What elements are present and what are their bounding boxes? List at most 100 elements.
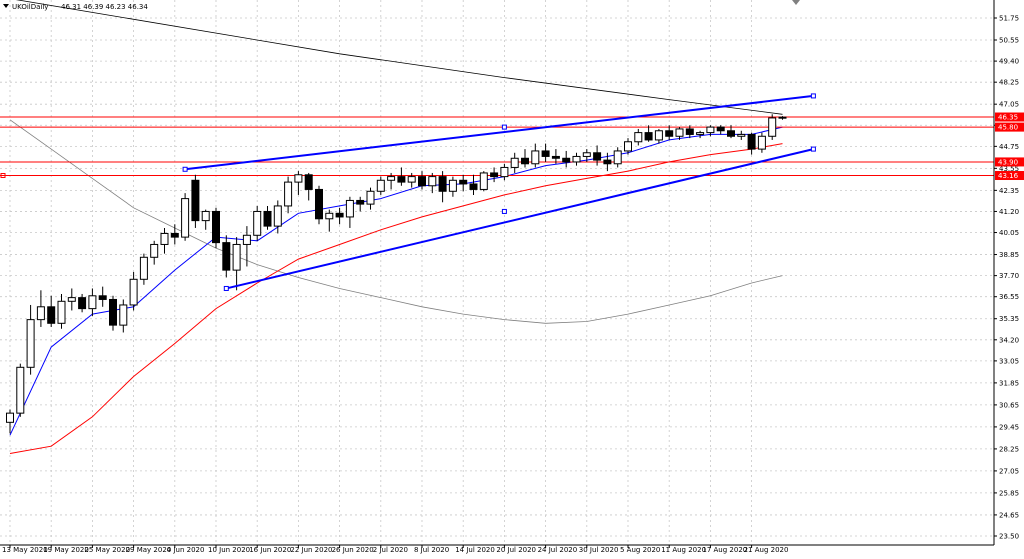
bull-candle — [510, 157, 519, 168]
ma-long-line — [15, 0, 783, 115]
price-badge — [995, 122, 1024, 132]
bull-candle — [613, 150, 622, 165]
bull-candle — [737, 133, 746, 137]
bull-candle — [654, 130, 663, 141]
bull-candle — [26, 319, 35, 368]
time-tick-label: 2 Jul 2020 — [373, 546, 408, 554]
price-axis-labels: 51.7550.5549.4048.2547.0545.9044.7543.55… — [994, 15, 1019, 541]
bull-candle — [407, 176, 416, 183]
trendline-anchor-icon — [810, 93, 816, 99]
ma-mid-line — [9, 143, 783, 454]
bear-candle — [170, 232, 179, 238]
time-tick-label: 29 May 2020 — [126, 546, 172, 554]
trendline-anchor-icon — [182, 166, 188, 172]
time-tick-label: 5 Aug 2020 — [620, 546, 660, 554]
bear-candle — [459, 179, 468, 185]
bull-candle — [366, 190, 375, 205]
ohlc-readout: 46.31 46.39 46.23 46.34 — [61, 3, 148, 11]
price-tick-label: 27.05 — [999, 467, 1019, 475]
chart-header: UKOilDaily 46.31 46.39 46.23 46.34 — [3, 3, 148, 11]
price-badge-label: 46.35 — [998, 114, 1018, 122]
time-tick-label: 30 Jul 2020 — [579, 546, 619, 554]
bull-candle — [57, 300, 66, 324]
bull-candle — [6, 412, 14, 423]
bull-candle — [253, 210, 262, 236]
bear-candle — [78, 297, 87, 310]
bear-candle — [47, 306, 56, 324]
trendline — [226, 148, 814, 290]
time-tick-label: 4 Jun 2020 — [167, 546, 205, 554]
axes — [0, 0, 995, 546]
bull-candle — [696, 132, 705, 135]
price-badge — [995, 157, 1024, 167]
price-tick-label: 34.20 — [999, 336, 1019, 344]
autoscroll-marker-icon[interactable] — [792, 0, 800, 5]
bear-candle — [315, 188, 323, 220]
price-badge — [995, 171, 1024, 181]
candles — [6, 114, 787, 434]
bear-candle — [469, 183, 478, 190]
bull-candle — [273, 205, 282, 227]
bear-candle — [418, 176, 426, 187]
dropdown-arrow-icon[interactable] — [3, 4, 9, 8]
price-tick-label: 41.20 — [999, 208, 1019, 216]
time-tick-label: 22 Jun 2020 — [290, 546, 332, 554]
time-tick-label: 8 Jul 2020 — [414, 546, 449, 554]
bull-candle — [88, 295, 97, 310]
bull-candle — [531, 150, 540, 165]
price-tick-label: 50.55 — [999, 37, 1019, 45]
bear-candle — [521, 157, 529, 165]
price-tick-label: 38.85 — [999, 251, 1019, 259]
bull-candle — [500, 166, 509, 178]
bull-candle — [582, 152, 591, 157]
bear-candle — [397, 176, 406, 183]
bull-candle — [675, 128, 684, 137]
bear-candle — [304, 174, 313, 190]
time-tick-label: 10 Jun 2020 — [208, 546, 250, 554]
symbol-label: UKOilDaily — [12, 3, 48, 11]
bear-candle — [212, 210, 220, 244]
price-tick-label: 51.75 — [999, 15, 1019, 23]
bull-candle — [294, 174, 303, 183]
price-tick-label: 49.40 — [999, 58, 1019, 66]
bull-candle — [778, 116, 787, 119]
bull-candle — [706, 126, 715, 134]
bull-candle — [387, 176, 396, 181]
price-tick-label: 33.05 — [999, 357, 1019, 365]
price-tick-label: 25.85 — [999, 489, 1019, 497]
bull-candle — [345, 199, 354, 218]
bear-candle — [716, 126, 725, 132]
bear-candle — [727, 130, 735, 137]
bull-candle — [129, 278, 138, 306]
price-tick-label: 24.65 — [999, 511, 1019, 519]
bull-candle — [201, 210, 210, 222]
bear-candle — [490, 172, 499, 178]
horizontal-levels[interactable] — [0, 116, 994, 179]
price-tick-label: 36.55 — [999, 293, 1019, 301]
price-tick-label: 44.75 — [999, 143, 1019, 151]
bull-candle — [448, 179, 457, 192]
bull-candle — [242, 234, 251, 245]
ma-fast-line — [9, 126, 783, 436]
price-tick-label: 43.55 — [999, 165, 1019, 173]
price-badge-label: 45.80 — [998, 124, 1018, 132]
bear-candle — [551, 155, 560, 159]
trendlines[interactable] — [182, 93, 816, 291]
price-badge-label: 43.90 — [998, 158, 1018, 166]
price-badges: 46.35 45.80 43.90 43.16 — [995, 112, 1024, 181]
bull-candle — [572, 155, 581, 163]
bear-candle — [747, 133, 756, 150]
bull-candle — [325, 212, 334, 220]
bear-candle — [356, 199, 365, 205]
time-tick-label: 11 Aug 2020 — [661, 546, 706, 554]
price-tick-label: 23.50 — [999, 533, 1019, 541]
time-tick-label: 13 May 2020 — [2, 546, 48, 554]
ma-slow-line — [9, 119, 783, 324]
bear-candle — [685, 128, 694, 135]
bull-candle — [181, 198, 190, 238]
time-tick-label: 19 May 2020 — [43, 546, 89, 554]
